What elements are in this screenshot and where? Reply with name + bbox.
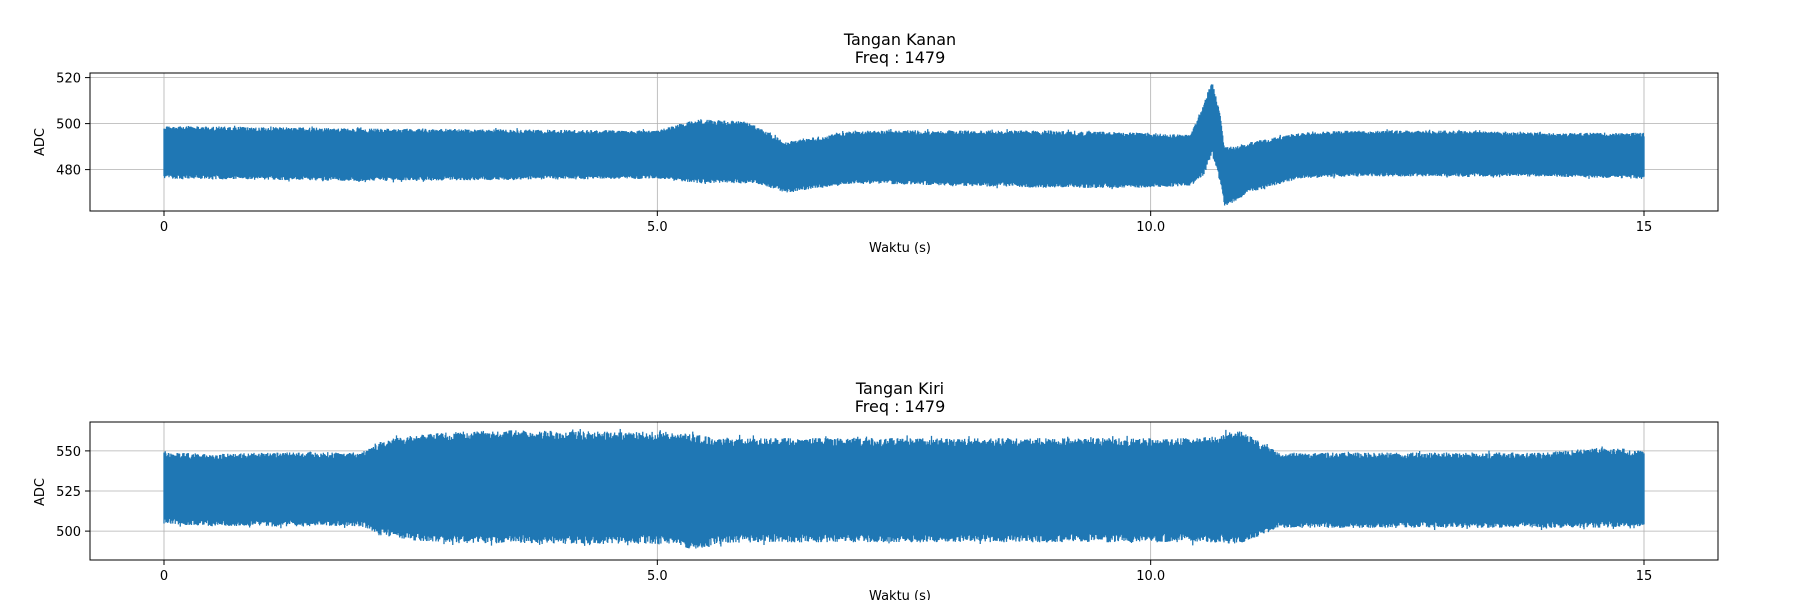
chart-title-line2: Freq : 1479 (855, 48, 946, 67)
x-axis-label: Waktu (s) (869, 241, 931, 256)
axis-ticks: 0 5.0 10.0 15 480 500 520 (56, 72, 1652, 235)
x-tick-label: 10.0 (1136, 220, 1165, 235)
plot-area-frame (89, 72, 1719, 212)
y-axis-label: ADC (33, 128, 48, 156)
x-tick-label: 15 (1636, 220, 1653, 235)
y-tick-label: 480 (56, 164, 81, 179)
chart-panel-tangan-kiri: Tangan Kiri Freq : 1479 0 5.0 10.0 15 500 525… (33, 379, 1719, 600)
x-tick-label: 0 (160, 220, 168, 235)
y-tick-label: 500 (56, 525, 81, 540)
x-axis-label: Waktu (s) (869, 589, 931, 600)
signal-line (163, 84, 1645, 206)
signal-series (163, 84, 1645, 206)
y-tick-label: 550 (56, 445, 81, 460)
x-tick-label: 15 (1636, 569, 1653, 584)
x-tick-label: 5.0 (647, 220, 668, 235)
x-tick-label: 10.0 (1136, 569, 1165, 584)
axis-ticks: 0 5.0 10.0 15 500 525 550 (56, 445, 1652, 584)
y-axis-label: ADC (33, 478, 48, 506)
x-tick-label: 5.0 (647, 569, 668, 584)
chart-title-line1: Tangan Kanan (843, 30, 956, 49)
y-tick-label: 520 (56, 72, 81, 87)
signal-series (163, 428, 1645, 549)
chart-panel-tangan-kanan: Tangan Kanan Freq : 1479 0 5.0 10.0 15 480 50… (33, 30, 1719, 256)
y-tick-label: 500 (56, 118, 81, 133)
chart-title-line2: Freq : 1479 (855, 397, 946, 416)
chart-title-line1: Tangan Kiri (855, 379, 944, 398)
signal-line (163, 428, 1645, 549)
y-tick-label: 525 (56, 485, 81, 500)
x-tick-label: 0 (160, 569, 168, 584)
